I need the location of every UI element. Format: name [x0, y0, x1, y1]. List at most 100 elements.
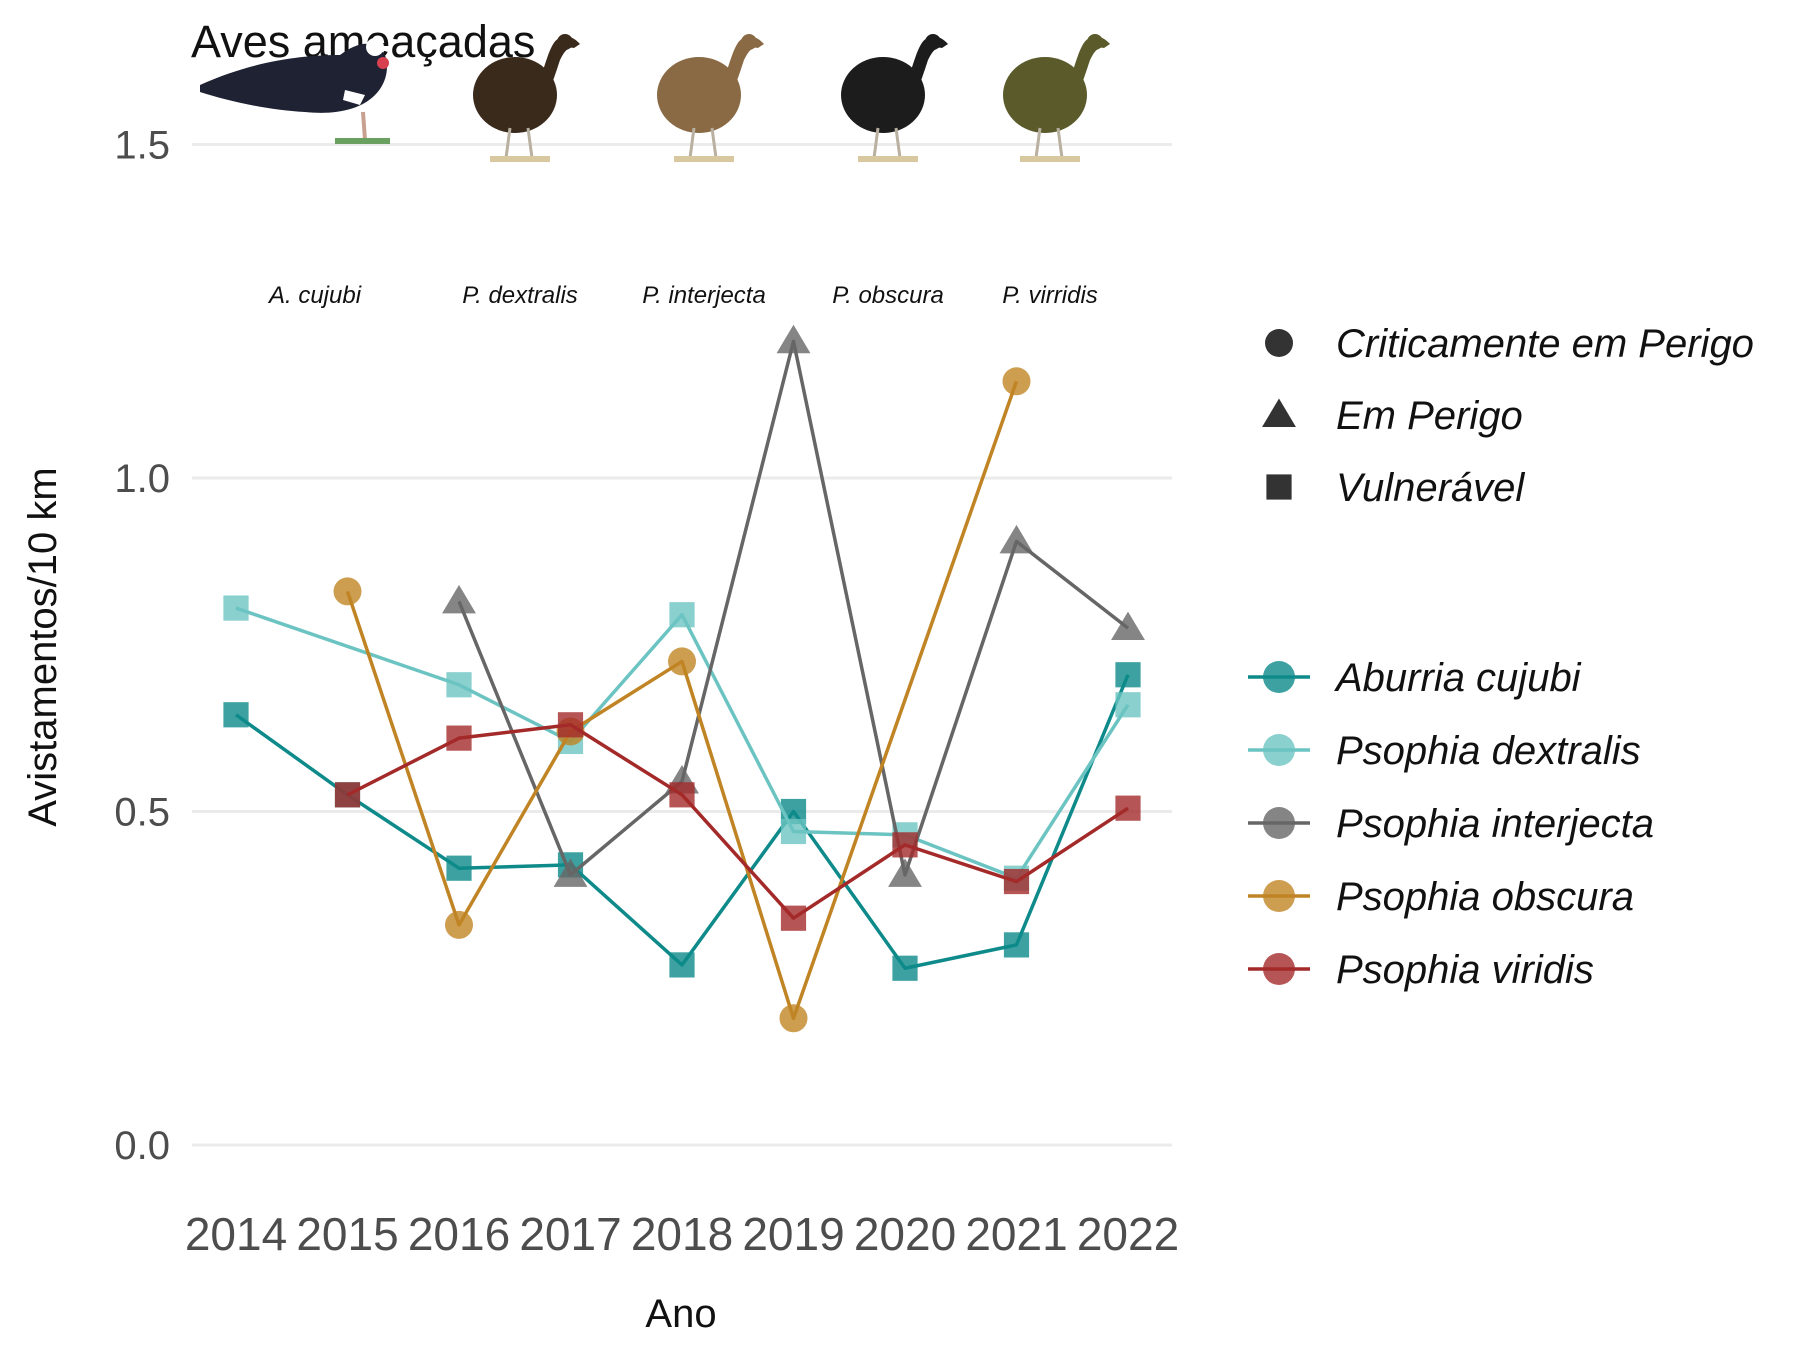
- legend-shape-circle: [1265, 329, 1293, 357]
- data-point: [1111, 611, 1145, 641]
- data-point: [446, 672, 472, 698]
- y-tick-label: 0.5: [114, 791, 170, 835]
- data-point: [669, 952, 695, 978]
- x-tick-label: 2021: [965, 1208, 1067, 1260]
- bird-leg: [1056, 127, 1064, 159]
- series-psophia-dextralis: [223, 595, 1141, 891]
- x-tick-label: 2018: [631, 1208, 733, 1260]
- bird-neck: [908, 36, 948, 92]
- data-point: [780, 905, 807, 931]
- bird-label: P. dextralis: [462, 282, 578, 309]
- x-tick-label: 2019: [742, 1208, 844, 1260]
- bird-body: [841, 57, 925, 133]
- data-point: [334, 782, 361, 808]
- legend-series-label: Psophia interjecta: [1336, 802, 1654, 846]
- data-point: [999, 524, 1034, 554]
- bird-leg: [1034, 127, 1042, 159]
- series-aburria-cujubi: [223, 662, 1141, 981]
- legend-color-marker: [1263, 661, 1295, 693]
- data-point: [888, 858, 922, 887]
- data-point: [669, 602, 695, 628]
- data-point: [442, 584, 476, 614]
- data-point: [776, 324, 811, 354]
- data-point: [446, 855, 472, 881]
- x-axis-title: Ano: [645, 1292, 716, 1336]
- legend-series-label: Psophia obscura: [1336, 875, 1634, 919]
- bird-head: [1087, 34, 1103, 50]
- legend-shape-label: Em Perigo: [1336, 394, 1523, 438]
- data-point: [1115, 662, 1141, 688]
- bird-ground: [858, 156, 918, 162]
- bird-illustrations: A. cujubi P. dextralis P. interjecta P. obs…: [200, 34, 1110, 309]
- series-psophia-interjecta: [442, 324, 1145, 887]
- bird-label: A. cujubi: [267, 282, 362, 309]
- legend-color-marker: [1263, 953, 1295, 985]
- legend-color-marker: [1263, 880, 1295, 912]
- bird-head: [557, 34, 573, 50]
- data-point: [223, 595, 249, 621]
- data-point: [780, 818, 807, 845]
- bird-leg: [361, 111, 367, 141]
- trumpeter-icon: P. virridis: [1002, 34, 1110, 309]
- series-layer: [223, 324, 1145, 1033]
- data-point: [1002, 367, 1031, 396]
- bird-head: [925, 34, 941, 50]
- grid: [192, 143, 1172, 1147]
- data-point: [1115, 795, 1141, 821]
- bird-label: P. obscura: [832, 282, 944, 309]
- x-tick-label: 2022: [1077, 1208, 1179, 1260]
- legend-color-marker: [1263, 807, 1295, 839]
- data-point: [892, 832, 918, 858]
- bird-body: [1003, 57, 1087, 133]
- color-legend: Aburria cujubi Psophia dextralis Psophia i…: [1248, 656, 1654, 992]
- series-line: [346, 723, 1129, 920]
- series-line: [235, 606, 1130, 880]
- series-line: [234, 674, 1130, 970]
- bird-wing-patch: [343, 90, 365, 105]
- trumpeter-icon: P. obscura: [832, 34, 948, 309]
- series-psophia-viridis: [334, 712, 1141, 931]
- y-tick-labels: 0.0 0.5 1.0 1.5: [114, 124, 170, 1169]
- bird-leg: [894, 127, 902, 159]
- legend-series-label: Psophia dextralis: [1336, 729, 1641, 773]
- bird-neck: [724, 36, 764, 92]
- legend-series-label: Psophia viridis: [1336, 948, 1594, 992]
- data-point: [1115, 692, 1141, 718]
- y-tick-label: 1.5: [114, 124, 170, 168]
- data-point: [669, 782, 695, 808]
- bird-body: [473, 57, 557, 133]
- bird-crest: [366, 38, 384, 56]
- y-tick-label: 0.0: [114, 1124, 170, 1168]
- data-point: [223, 702, 249, 728]
- bird-leg: [710, 127, 718, 159]
- bird-body: [657, 57, 741, 133]
- legend-shape-square: [1266, 474, 1292, 500]
- legend-shape-label: Vulnerável: [1336, 466, 1525, 510]
- bird-leg: [526, 127, 534, 159]
- shape-legend: Criticamente em Perigo Em Perigo Vulneráve…: [1262, 322, 1754, 510]
- legend-shape-label: Criticamente em Perigo: [1336, 322, 1754, 366]
- bird-ground: [490, 156, 550, 162]
- x-tick-label: 2020: [854, 1208, 956, 1260]
- bird-leg: [504, 127, 512, 159]
- legend-series-label: Aburria cujubi: [1334, 656, 1582, 700]
- bird-label: P. interjecta: [642, 282, 766, 309]
- piping-guan-icon: A. cujubi: [200, 38, 390, 309]
- series-psophia-obscura: [333, 367, 1031, 1033]
- bird-neck: [540, 36, 580, 92]
- y-tick-label: 1.0: [114, 457, 170, 501]
- bird-ground: [674, 156, 734, 162]
- trumpeter-icon: P. dextralis: [462, 34, 580, 309]
- data-point: [553, 858, 588, 887]
- series-line: [345, 380, 1019, 1021]
- series-line: [457, 339, 1130, 877]
- bird-ground: [1020, 156, 1080, 162]
- x-tick-labels: 2014 2015 2016 2017 2018 2019 2020 2021 2022: [185, 1208, 1179, 1260]
- x-tick-label: 2016: [408, 1208, 510, 1260]
- x-tick-label: 2014: [185, 1208, 287, 1260]
- bird-label: P. virridis: [1002, 282, 1098, 309]
- bird-neck: [1070, 36, 1110, 92]
- data-point: [333, 577, 362, 606]
- bird-leg: [688, 127, 696, 159]
